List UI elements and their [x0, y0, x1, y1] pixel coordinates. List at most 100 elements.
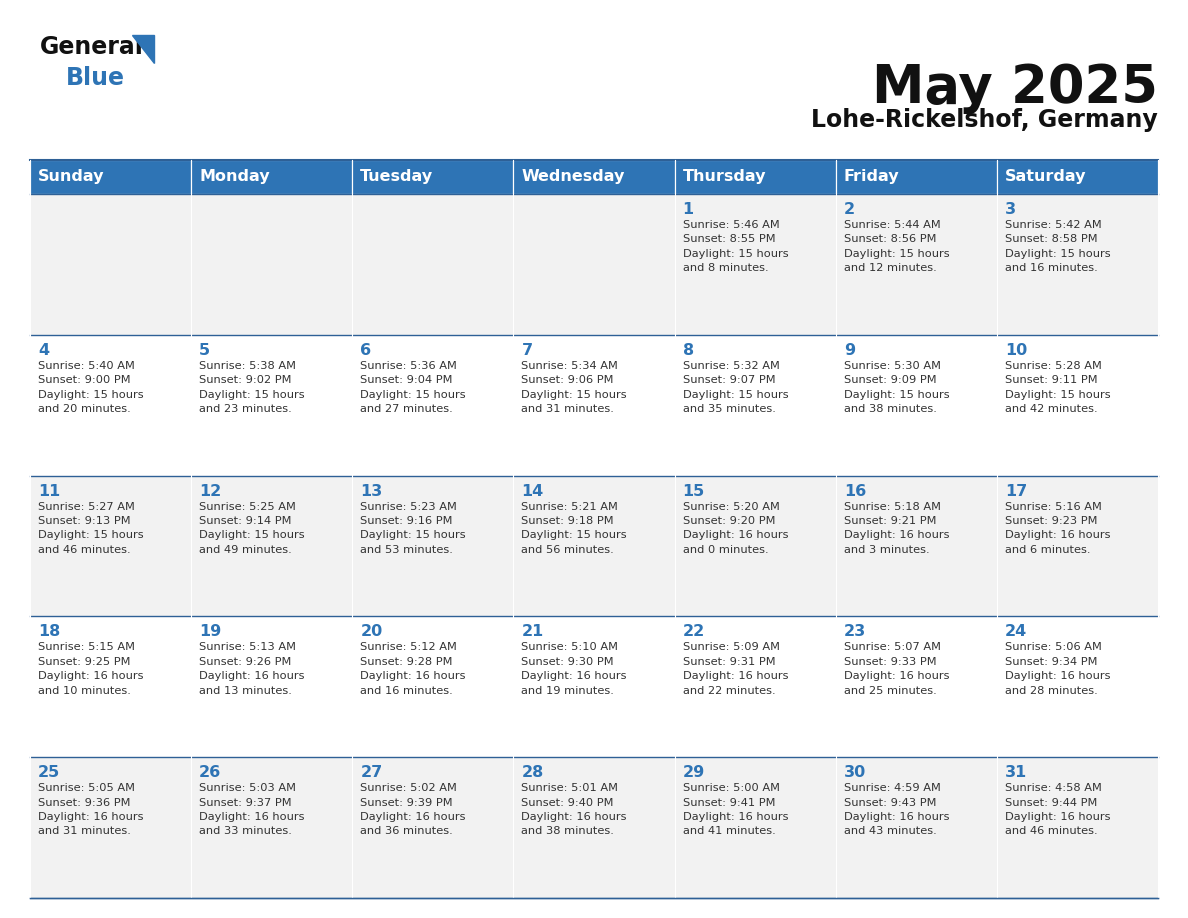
Text: 3: 3 — [1005, 202, 1016, 217]
Text: 30: 30 — [843, 766, 866, 780]
Text: 13: 13 — [360, 484, 383, 498]
Bar — [353, 476, 513, 616]
Text: Sunrise: 5:07 AM
Sunset: 9:33 PM
Daylight: 16 hours
and 25 minutes.: Sunrise: 5:07 AM Sunset: 9:33 PM Dayligh… — [843, 643, 949, 696]
Bar — [191, 616, 353, 757]
Text: Wednesday: Wednesday — [522, 170, 625, 185]
Bar — [997, 616, 1158, 757]
Bar — [835, 757, 997, 898]
Text: Sunrise: 4:58 AM
Sunset: 9:44 PM
Daylight: 16 hours
and 46 minutes.: Sunrise: 4:58 AM Sunset: 9:44 PM Dayligh… — [1005, 783, 1111, 836]
Text: Sunrise: 5:25 AM
Sunset: 9:14 PM
Daylight: 15 hours
and 49 minutes.: Sunrise: 5:25 AM Sunset: 9:14 PM Dayligh… — [200, 501, 305, 554]
Bar — [513, 757, 675, 898]
Bar — [353, 616, 513, 757]
Text: 20: 20 — [360, 624, 383, 640]
Bar — [675, 160, 835, 194]
Bar — [513, 616, 675, 757]
Bar — [835, 160, 997, 194]
Text: Sunrise: 5:34 AM
Sunset: 9:06 PM
Daylight: 15 hours
and 31 minutes.: Sunrise: 5:34 AM Sunset: 9:06 PM Dayligh… — [522, 361, 627, 414]
Text: Friday: Friday — [843, 170, 899, 185]
Text: 18: 18 — [38, 624, 61, 640]
Bar — [997, 335, 1158, 476]
Bar — [353, 335, 513, 476]
Text: 25: 25 — [38, 766, 61, 780]
Text: Monday: Monday — [200, 170, 270, 185]
Text: Sunrise: 5:10 AM
Sunset: 9:30 PM
Daylight: 16 hours
and 19 minutes.: Sunrise: 5:10 AM Sunset: 9:30 PM Dayligh… — [522, 643, 627, 696]
Bar — [191, 160, 353, 194]
Text: 9: 9 — [843, 342, 855, 358]
Text: 6: 6 — [360, 342, 372, 358]
Text: Sunrise: 5:12 AM
Sunset: 9:28 PM
Daylight: 16 hours
and 16 minutes.: Sunrise: 5:12 AM Sunset: 9:28 PM Dayligh… — [360, 643, 466, 696]
Text: Sunrise: 5:27 AM
Sunset: 9:13 PM
Daylight: 15 hours
and 46 minutes.: Sunrise: 5:27 AM Sunset: 9:13 PM Dayligh… — [38, 501, 144, 554]
Text: 28: 28 — [522, 766, 544, 780]
Text: Sunrise: 5:30 AM
Sunset: 9:09 PM
Daylight: 15 hours
and 38 minutes.: Sunrise: 5:30 AM Sunset: 9:09 PM Dayligh… — [843, 361, 949, 414]
Bar — [513, 160, 675, 194]
Bar — [353, 757, 513, 898]
Text: Sunrise: 5:20 AM
Sunset: 9:20 PM
Daylight: 16 hours
and 0 minutes.: Sunrise: 5:20 AM Sunset: 9:20 PM Dayligh… — [683, 501, 788, 554]
Text: Saturday: Saturday — [1005, 170, 1086, 185]
Bar — [675, 335, 835, 476]
Text: 5: 5 — [200, 342, 210, 358]
Bar — [997, 194, 1158, 335]
Bar — [997, 476, 1158, 616]
Text: 14: 14 — [522, 484, 544, 498]
Text: Sunrise: 5:16 AM
Sunset: 9:23 PM
Daylight: 16 hours
and 6 minutes.: Sunrise: 5:16 AM Sunset: 9:23 PM Dayligh… — [1005, 501, 1111, 554]
Bar — [30, 476, 191, 616]
Text: Sunrise: 5:13 AM
Sunset: 9:26 PM
Daylight: 16 hours
and 13 minutes.: Sunrise: 5:13 AM Sunset: 9:26 PM Dayligh… — [200, 643, 304, 696]
Bar — [353, 194, 513, 335]
Text: Sunrise: 5:18 AM
Sunset: 9:21 PM
Daylight: 16 hours
and 3 minutes.: Sunrise: 5:18 AM Sunset: 9:21 PM Dayligh… — [843, 501, 949, 554]
Text: Sunrise: 5:23 AM
Sunset: 9:16 PM
Daylight: 15 hours
and 53 minutes.: Sunrise: 5:23 AM Sunset: 9:16 PM Dayligh… — [360, 501, 466, 554]
Bar — [835, 476, 997, 616]
Text: 21: 21 — [522, 624, 544, 640]
Text: Sunrise: 5:02 AM
Sunset: 9:39 PM
Daylight: 16 hours
and 36 minutes.: Sunrise: 5:02 AM Sunset: 9:39 PM Dayligh… — [360, 783, 466, 836]
Text: Lohe-Rickelshof, Germany: Lohe-Rickelshof, Germany — [811, 108, 1158, 132]
Bar — [513, 194, 675, 335]
Bar — [675, 757, 835, 898]
Bar — [30, 194, 191, 335]
Bar — [191, 194, 353, 335]
Text: Sunrise: 5:05 AM
Sunset: 9:36 PM
Daylight: 16 hours
and 31 minutes.: Sunrise: 5:05 AM Sunset: 9:36 PM Dayligh… — [38, 783, 144, 836]
Text: 23: 23 — [843, 624, 866, 640]
Text: 26: 26 — [200, 766, 221, 780]
Text: Sunrise: 5:15 AM
Sunset: 9:25 PM
Daylight: 16 hours
and 10 minutes.: Sunrise: 5:15 AM Sunset: 9:25 PM Dayligh… — [38, 643, 144, 696]
Text: Sunrise: 5:03 AM
Sunset: 9:37 PM
Daylight: 16 hours
and 33 minutes.: Sunrise: 5:03 AM Sunset: 9:37 PM Dayligh… — [200, 783, 304, 836]
Text: 27: 27 — [360, 766, 383, 780]
Bar — [997, 757, 1158, 898]
Text: Sunday: Sunday — [38, 170, 105, 185]
Text: 22: 22 — [683, 624, 704, 640]
Bar — [513, 476, 675, 616]
Text: 31: 31 — [1005, 766, 1028, 780]
Text: 10: 10 — [1005, 342, 1028, 358]
Text: Sunrise: 5:46 AM
Sunset: 8:55 PM
Daylight: 15 hours
and 8 minutes.: Sunrise: 5:46 AM Sunset: 8:55 PM Dayligh… — [683, 220, 788, 274]
Bar — [835, 194, 997, 335]
Text: 15: 15 — [683, 484, 704, 498]
Text: Sunrise: 5:36 AM
Sunset: 9:04 PM
Daylight: 15 hours
and 27 minutes.: Sunrise: 5:36 AM Sunset: 9:04 PM Dayligh… — [360, 361, 466, 414]
Text: Sunrise: 5:21 AM
Sunset: 9:18 PM
Daylight: 15 hours
and 56 minutes.: Sunrise: 5:21 AM Sunset: 9:18 PM Dayligh… — [522, 501, 627, 554]
Text: 8: 8 — [683, 342, 694, 358]
Bar — [835, 616, 997, 757]
Text: 1: 1 — [683, 202, 694, 217]
Bar — [997, 160, 1158, 194]
Bar — [30, 160, 191, 194]
Text: Sunrise: 5:32 AM
Sunset: 9:07 PM
Daylight: 15 hours
and 35 minutes.: Sunrise: 5:32 AM Sunset: 9:07 PM Dayligh… — [683, 361, 788, 414]
Text: Sunrise: 5:44 AM
Sunset: 8:56 PM
Daylight: 15 hours
and 12 minutes.: Sunrise: 5:44 AM Sunset: 8:56 PM Dayligh… — [843, 220, 949, 274]
Text: General: General — [40, 35, 144, 59]
Bar — [513, 335, 675, 476]
Text: Sunrise: 5:28 AM
Sunset: 9:11 PM
Daylight: 15 hours
and 42 minutes.: Sunrise: 5:28 AM Sunset: 9:11 PM Dayligh… — [1005, 361, 1111, 414]
Bar — [30, 616, 191, 757]
Text: Sunrise: 5:00 AM
Sunset: 9:41 PM
Daylight: 16 hours
and 41 minutes.: Sunrise: 5:00 AM Sunset: 9:41 PM Dayligh… — [683, 783, 788, 836]
Bar — [835, 335, 997, 476]
Bar — [353, 160, 513, 194]
Text: 16: 16 — [843, 484, 866, 498]
Text: Blue: Blue — [67, 66, 125, 90]
Text: 4: 4 — [38, 342, 49, 358]
Text: Sunrise: 5:09 AM
Sunset: 9:31 PM
Daylight: 16 hours
and 22 minutes.: Sunrise: 5:09 AM Sunset: 9:31 PM Dayligh… — [683, 643, 788, 696]
Bar — [191, 476, 353, 616]
Text: Thursday: Thursday — [683, 170, 766, 185]
Text: 19: 19 — [200, 624, 221, 640]
Bar — [30, 335, 191, 476]
Bar — [675, 194, 835, 335]
Text: 29: 29 — [683, 766, 704, 780]
Text: Tuesday: Tuesday — [360, 170, 434, 185]
Bar — [30, 757, 191, 898]
Text: 2: 2 — [843, 202, 855, 217]
Text: Sunrise: 4:59 AM
Sunset: 9:43 PM
Daylight: 16 hours
and 43 minutes.: Sunrise: 4:59 AM Sunset: 9:43 PM Dayligh… — [843, 783, 949, 836]
